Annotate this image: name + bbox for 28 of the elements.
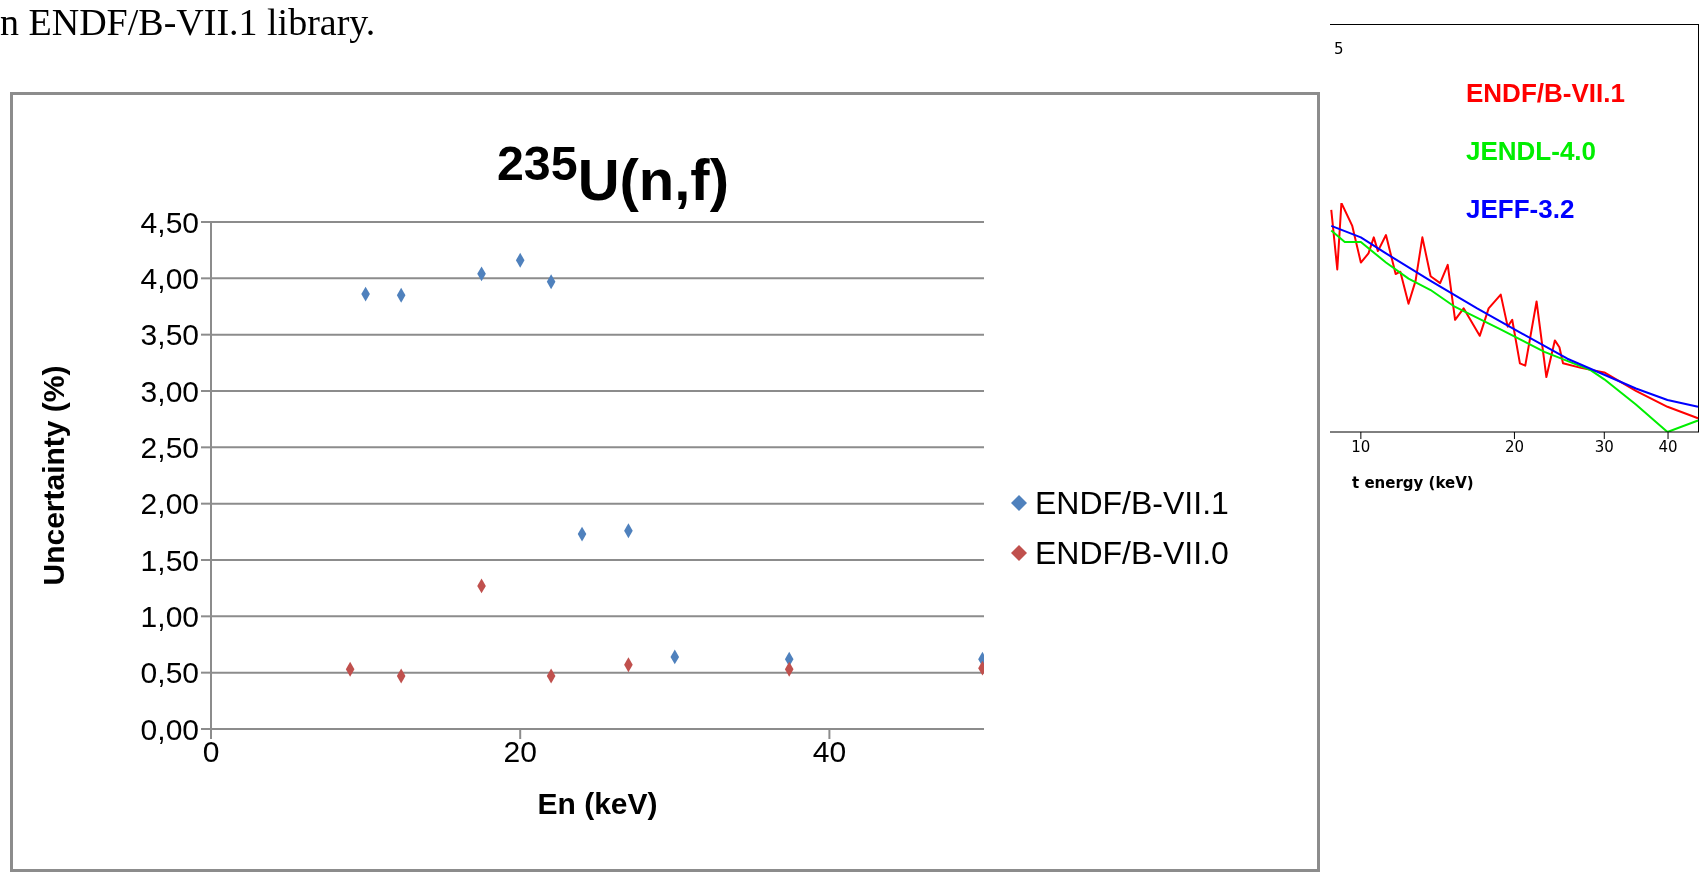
- y-tick-label: 3,50: [140, 318, 199, 352]
- x-tick-label: 20: [1504, 437, 1524, 456]
- y-tick-label: 2,50: [140, 430, 199, 464]
- x-tick-label: 30: [1594, 437, 1614, 456]
- y-tick-label: 1,00: [140, 599, 199, 633]
- y-tick-label: 0,00: [140, 712, 199, 746]
- text: ENDF/B-VII.1: [1466, 78, 1625, 110]
- x-tick-label: 0: [202, 735, 220, 769]
- text: JEFF-3.2: [1466, 194, 1576, 226]
- y-tick-label: 4,00: [140, 261, 199, 295]
- x-tick-label: 20: [503, 735, 537, 769]
- y-tick-label: 1,50: [140, 543, 199, 577]
- legend-label: ENDF/B-VII.1: [1034, 483, 1229, 523]
- y-tick-label: 2,00: [140, 487, 199, 521]
- chart-title: $^{235}$U(n,f): [496, 136, 729, 213]
- x-tick-label: 10: [1351, 437, 1371, 456]
- x-tick-label: 40: [1658, 437, 1678, 456]
- y-tick-label: 4,50: [140, 205, 199, 239]
- text: n ENDF/B-VII.1 library.: [0, 0, 376, 44]
- x-axis-title: t energy (keV): [1352, 474, 1474, 492]
- y-tick-label: 0,50: [140, 656, 199, 690]
- x-tick-label: 40: [812, 735, 847, 769]
- legend-label: ENDF/B-VII.0: [1034, 533, 1229, 573]
- y-axis-title: Uncertainty (%): [36, 365, 70, 586]
- y-tick-label: 3,00: [140, 374, 199, 408]
- x-axis-title: En (keV): [537, 787, 658, 820]
- text: JENDL-4.0: [1466, 136, 1598, 168]
- text: 5: [1334, 40, 1344, 58]
